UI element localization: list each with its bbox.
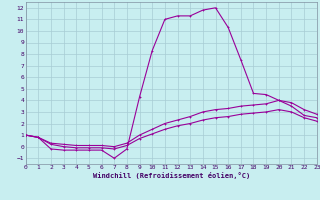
- X-axis label: Windchill (Refroidissement éolien,°C): Windchill (Refroidissement éolien,°C): [92, 172, 250, 179]
